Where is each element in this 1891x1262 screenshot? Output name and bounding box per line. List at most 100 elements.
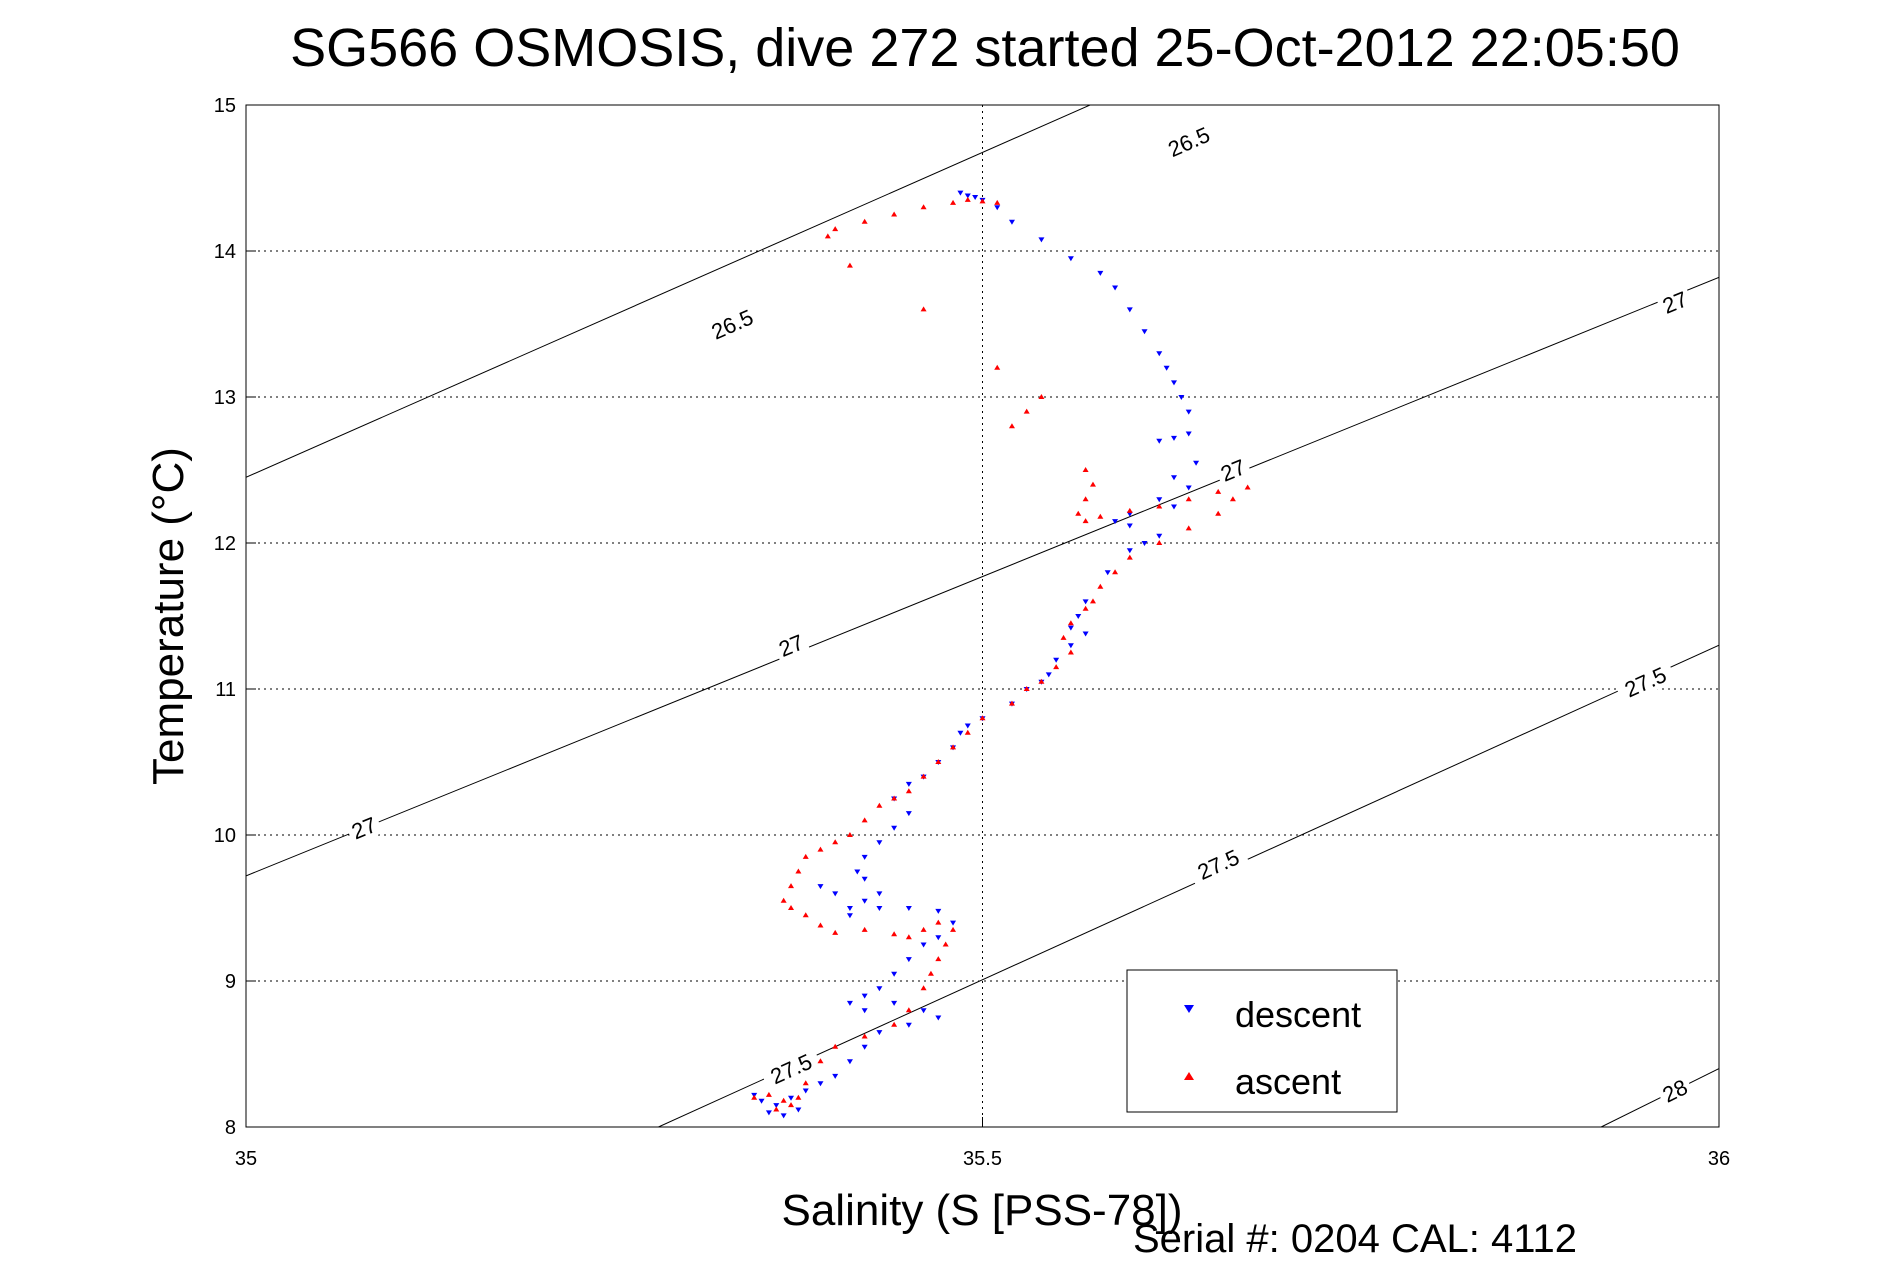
ascent-point (817, 922, 824, 928)
descent-point (1170, 435, 1177, 441)
descent-point (1156, 438, 1163, 444)
ascent-point (1067, 649, 1074, 655)
descent-point (1193, 460, 1200, 466)
ascent-point (891, 795, 898, 801)
ascent-point (1053, 664, 1060, 670)
contour-line-28 (1600, 1068, 1719, 1127)
contour-label-bg (770, 626, 811, 663)
descent-point (1126, 523, 1133, 529)
contour-label-bg (343, 808, 384, 845)
y-axis-label: Temperature (°C) (144, 447, 193, 785)
ascent-point (920, 773, 927, 779)
x-tick-label: 35.5 (963, 1148, 1002, 1170)
descent-point (957, 730, 964, 736)
descent-point (1008, 219, 1015, 225)
ascent-point (1082, 605, 1089, 611)
descent-point (861, 854, 868, 860)
descent-point (1075, 614, 1082, 619)
descent-point (846, 906, 853, 911)
descent-point (1156, 351, 1163, 357)
ascent-point (1156, 540, 1163, 545)
y-tick-label: 15 (214, 95, 236, 117)
descent-point (876, 891, 883, 897)
ascent-point (935, 919, 942, 925)
contour-label-bg (1613, 656, 1677, 705)
ascent-point (1215, 488, 1222, 494)
descent-point (1156, 497, 1163, 503)
ascent-point (950, 744, 957, 750)
descent-point (1170, 380, 1177, 386)
descent-point (876, 1030, 883, 1036)
descent-point (1112, 285, 1119, 291)
contour-label: 27 (1212, 451, 1253, 488)
descent-point (846, 1000, 853, 1006)
descent-point (780, 1113, 787, 1119)
descent-point (1104, 570, 1111, 576)
descent-point (758, 1098, 765, 1104)
ascent-point (802, 912, 809, 918)
ascent-point (935, 759, 942, 764)
descent-point (1170, 504, 1177, 510)
ascent-point (1008, 700, 1015, 706)
descent-point (891, 971, 898, 977)
ascent-point (832, 839, 839, 845)
descent-point (905, 957, 912, 963)
descent-point (846, 913, 853, 919)
descent-point (846, 1059, 853, 1065)
ascent-point (1038, 394, 1045, 399)
descent-point (861, 1044, 868, 1050)
ascent-point (1089, 598, 1096, 604)
descent-point (1082, 599, 1089, 605)
descent-point (920, 942, 927, 948)
descent-point (876, 840, 883, 846)
descent-point (1141, 541, 1148, 546)
ascent-point (942, 941, 949, 947)
ascent-point (979, 198, 986, 204)
ascent-point (861, 218, 868, 224)
descent-point (994, 205, 1001, 211)
descent-point (905, 906, 912, 911)
contour-label-bg (758, 1043, 823, 1092)
descent-point (964, 193, 971, 199)
ascent-point (802, 853, 809, 859)
chart-title: SG566 OSMOSIS, dive 272 started 25-Oct-2… (290, 18, 1680, 78)
descent-point (1067, 625, 1074, 631)
descent-point (861, 993, 868, 999)
ascent-point (817, 1058, 824, 1064)
descent-point (817, 1081, 824, 1087)
y-tick-label: 12 (214, 533, 236, 555)
ascent-point (1097, 583, 1104, 589)
descent-point (861, 898, 868, 904)
descent-point (964, 723, 971, 729)
ascent-point (1023, 408, 1030, 414)
plot-area: 26.5 26.5 27 27 27 27 27.5 27.5 27.5 28 (245, 104, 1720, 1128)
ascent-point (1185, 525, 1192, 531)
ascent-point (920, 926, 927, 932)
ascent-point (780, 1097, 787, 1103)
descent-point (1053, 657, 1060, 663)
gridlines (246, 105, 1719, 1127)
ascent-point (1229, 496, 1236, 502)
descent-point (1170, 475, 1177, 481)
ascent-point (905, 1007, 912, 1013)
descent-point (972, 194, 979, 200)
ascent-point (817, 846, 824, 852)
contour-label: 27 (1654, 283, 1695, 320)
ascent-point (979, 715, 986, 721)
descent-point (950, 920, 957, 926)
ascent-point (788, 883, 795, 889)
descent-point (957, 190, 964, 196)
descent-point (1156, 533, 1163, 539)
ascent-point (920, 204, 927, 210)
ascent-point (788, 905, 795, 910)
x-tick-label: 36 (1708, 1148, 1730, 1170)
legend-ascent-marker (1184, 1072, 1194, 1080)
contour-label-bg (1654, 283, 1695, 320)
contour-label-bg (699, 299, 764, 347)
ascent-point (1075, 510, 1082, 516)
x-axis-label: Salinity (S [PSS-78]) (781, 1186, 1182, 1235)
ascent-point (994, 364, 1001, 370)
descent-point (1082, 631, 1089, 637)
descent-point (1045, 672, 1052, 678)
